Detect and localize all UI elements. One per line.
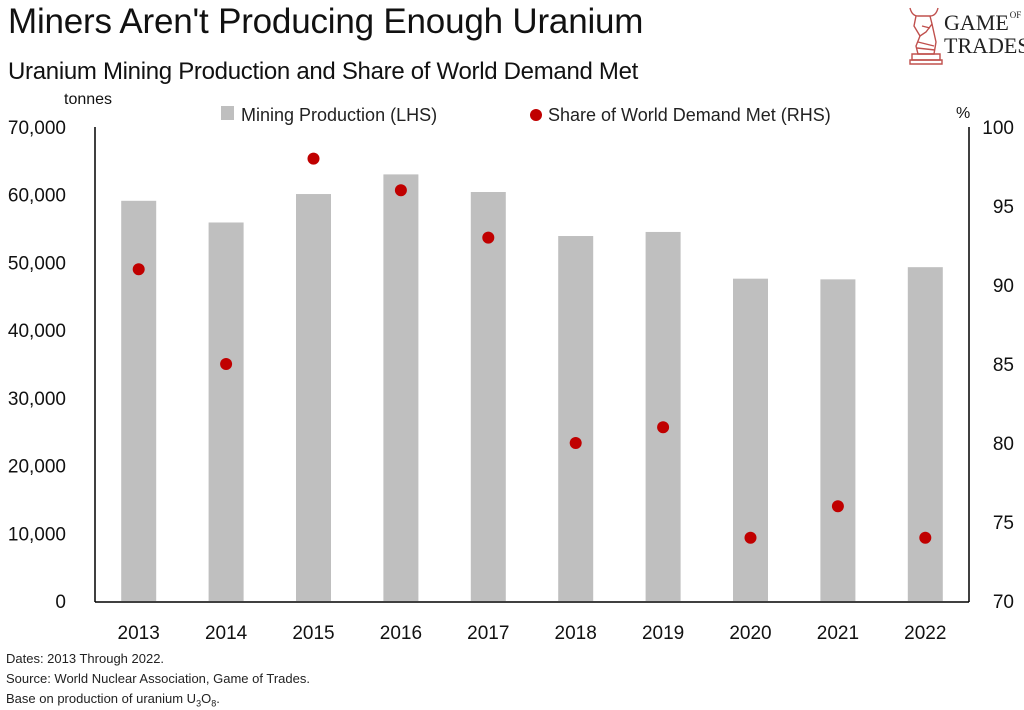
dots-layer — [132, 152, 932, 544]
right-tick-70: 70 — [993, 592, 1014, 613]
x-tick-2013: 2013 — [118, 623, 160, 640]
right-tick-80: 80 — [993, 434, 1014, 455]
bar-2016 — [383, 174, 419, 601]
right-tick-labels: 70 75 80 85 90 95 100 — [982, 118, 1014, 613]
chart-title: Miners Aren't Producing Enough Uranium — [8, 2, 644, 41]
combo-chart: 0 10,000 20,000 30,000 40,000 50,000 60,000 70,… — [8, 91, 1014, 640]
left-tick-50,000: 50,000 — [8, 253, 66, 274]
left-axis-unit: tonnes — [64, 91, 112, 108]
dot-2022 — [919, 531, 932, 544]
legend-bar-swatch — [221, 106, 234, 120]
x-tick-2016: 2016 — [380, 623, 422, 640]
bar-2017 — [470, 192, 506, 601]
right-tick-100: 100 — [982, 118, 1014, 139]
left-tick-30,000: 30,000 — [8, 389, 66, 410]
dot-2019 — [657, 421, 670, 434]
bar-2022 — [907, 267, 943, 601]
bars-layer — [121, 174, 943, 601]
left-tick-60,000: 60,000 — [8, 186, 66, 207]
dot-2014 — [220, 358, 233, 370]
bar-2015 — [296, 194, 331, 601]
chart-subtitle: Uranium Mining Production and Share of W… — [8, 58, 639, 85]
bar-2020 — [733, 278, 768, 601]
logo-text-trades: TRADES — [944, 33, 1024, 58]
logo-text-game: GAMEOF — [944, 10, 1022, 35]
x-tick-2015: 2015 — [292, 623, 334, 640]
footer-source: Source: World Nuclear Association, Game … — [6, 671, 310, 686]
left-tick-10,000: 10,000 — [8, 524, 66, 545]
right-tick-75: 75 — [993, 513, 1014, 534]
bar-2019 — [645, 231, 681, 601]
legend-label-production: Mining Production (LHS) — [241, 105, 437, 125]
footer-base: Base on production of uranium U3O8. — [6, 691, 220, 709]
bar-2021 — [820, 279, 856, 601]
bull-knight-chess-icon — [909, 7, 943, 65]
x-tick-2020: 2020 — [729, 623, 771, 640]
legend-dot-swatch — [530, 109, 542, 121]
dot-2020 — [744, 531, 757, 544]
left-tick-40,000: 40,000 — [8, 321, 66, 342]
right-axis-unit: % — [956, 105, 970, 122]
right-tick-90: 90 — [993, 276, 1014, 297]
left-tick-labels: 0 10,000 20,000 30,000 40,000 50,000 60,000 70,… — [8, 118, 66, 613]
x-tick-2018: 2018 — [555, 623, 597, 640]
right-tick-85: 85 — [993, 355, 1014, 376]
dot-2017 — [482, 231, 495, 244]
dot-2016 — [394, 184, 407, 197]
right-tick-95: 95 — [993, 197, 1014, 218]
bar-2018 — [558, 236, 594, 601]
bar-2014 — [208, 222, 244, 601]
x-tick-2019: 2019 — [642, 623, 684, 640]
x-tick-2022: 2022 — [904, 623, 946, 640]
x-tick-labels: 2013 2014 2015 2016 2017 2018 2019 2020 2021 2022 — [118, 623, 947, 640]
x-tick-2021: 2021 — [817, 623, 859, 640]
dot-2018 — [569, 437, 582, 449]
x-tick-2017: 2017 — [467, 623, 509, 640]
x-tick-2014: 2014 — [205, 623, 248, 640]
dot-2013 — [132, 263, 145, 276]
game-of-trades-logo: GAMEOF TRADES — [900, 2, 1024, 68]
footer-dates: Dates: 2013 Through 2022. — [6, 651, 165, 666]
left-tick-20,000: 20,000 — [8, 457, 66, 478]
legend-label-share: Share of World Demand Met (RHS) — [548, 105, 831, 125]
dot-2021 — [831, 500, 844, 513]
left-tick-0: 0 — [55, 592, 66, 613]
legend: Mining Production (LHS) Share of World D… — [221, 105, 831, 125]
left-tick-70,000: 70,000 — [8, 118, 66, 139]
bar-2013 — [121, 200, 157, 601]
dot-2015 — [307, 152, 320, 165]
